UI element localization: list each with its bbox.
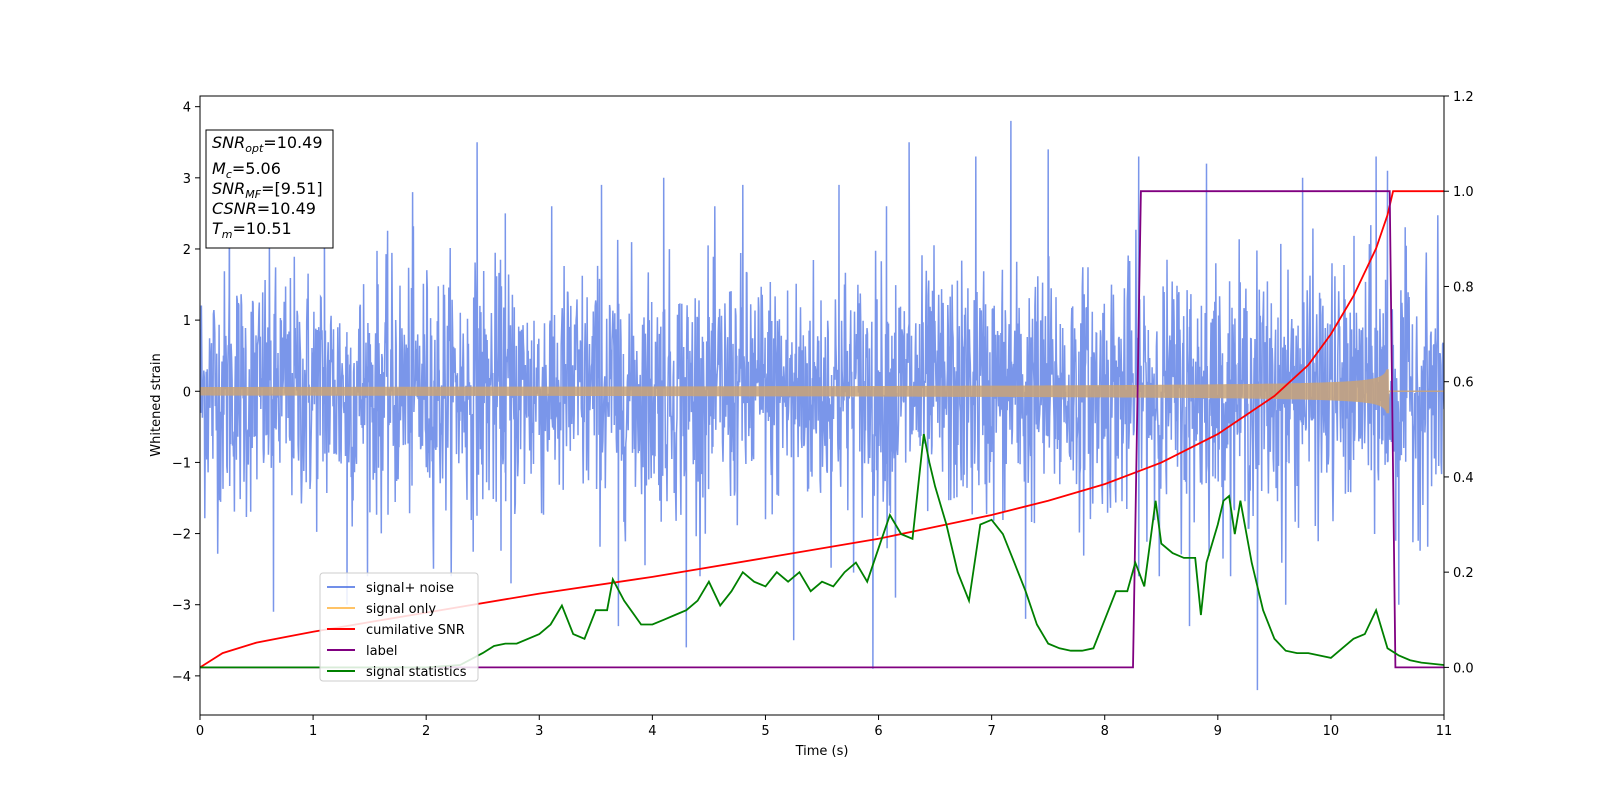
info-line: CSNR=10.49 (212, 199, 316, 218)
y-left-tick-label: 0 (183, 385, 191, 400)
y-left-tick-label: −2 (172, 528, 191, 543)
legend-label: signal statistics (366, 665, 467, 680)
legend-label: cumilative SNR (366, 623, 465, 638)
y-left-tick-label: 3 (183, 172, 191, 187)
series-signal-statistics-line (200, 433, 1444, 669)
y-right-tick-label: 0.8 (1453, 280, 1474, 295)
y-left-tick-label: −4 (172, 670, 191, 685)
legend-label: signal+ noise (366, 581, 454, 596)
y-axis-label: Whitened strain (149, 353, 164, 456)
y-right-tick-label: 0.6 (1453, 376, 1474, 391)
y-left-tick-label: 2 (183, 243, 191, 258)
series-signal-only-line (200, 369, 1444, 414)
x-tick-label: 11 (1436, 724, 1453, 739)
info-line: Mc=5.06 (212, 159, 281, 181)
info-line: Tm=10.51 (212, 219, 292, 241)
y-axis-left: −4 −3 −2 −1 0 1 2 3 4 (172, 101, 200, 685)
series-signal-plus-noise-line (200, 120, 1444, 691)
x-tick-label: 4 (648, 724, 656, 739)
x-tick-label: 0 (196, 724, 204, 739)
info-box: SNRopt=10.49 Mc=5.06SNRMF=[9.51]CSNR=10.4… (205, 129, 334, 249)
legend-label: signal only (366, 602, 436, 617)
plot-frame (199, 95, 1445, 716)
x-axis-label: Time (s) (795, 744, 849, 759)
y-left-tick-label: −1 (172, 456, 191, 471)
y-right-tick-label: 1.0 (1453, 185, 1474, 200)
y-right-tick-label: 1.2 (1453, 90, 1474, 105)
x-tick-label: 2 (422, 724, 430, 739)
y-right-tick-label: 0.0 (1453, 661, 1474, 676)
legend: signal+ noise signal only cumilative SNR la… (319, 572, 479, 682)
y-right-tick-label: 0.2 (1453, 566, 1474, 581)
x-tick-label: 8 (1101, 724, 1109, 739)
x-axis: 0 1 2 3 4 5 6 7 8 9 10 11 (196, 715, 1452, 739)
x-tick-label: 1 (309, 724, 317, 739)
x-tick-label: 6 (874, 724, 882, 739)
info-box-frame (205, 129, 334, 249)
legend-label: label (366, 644, 397, 659)
y-left-tick-label: 4 (183, 101, 191, 116)
series-label-line (200, 190, 1444, 669)
y-right-tick-label: 0.4 (1453, 471, 1474, 486)
x-tick-label: 7 (987, 724, 995, 739)
y-left-tick-label: −3 (172, 599, 191, 614)
x-tick-label: 5 (761, 724, 769, 739)
legend-frame (319, 572, 479, 682)
x-tick-label: 9 (1214, 724, 1222, 739)
x-tick-label: 3 (535, 724, 543, 739)
info-line: SNRopt=10.49 (212, 133, 323, 155)
y-left-tick-label: 1 (183, 314, 191, 329)
x-tick-label: 10 (1323, 724, 1340, 739)
info-line: SNRMF=[9.51] (212, 179, 323, 201)
y-axis-right: 0.0 0.2 0.4 0.6 0.8 1.0 1.2 (1444, 90, 1474, 676)
